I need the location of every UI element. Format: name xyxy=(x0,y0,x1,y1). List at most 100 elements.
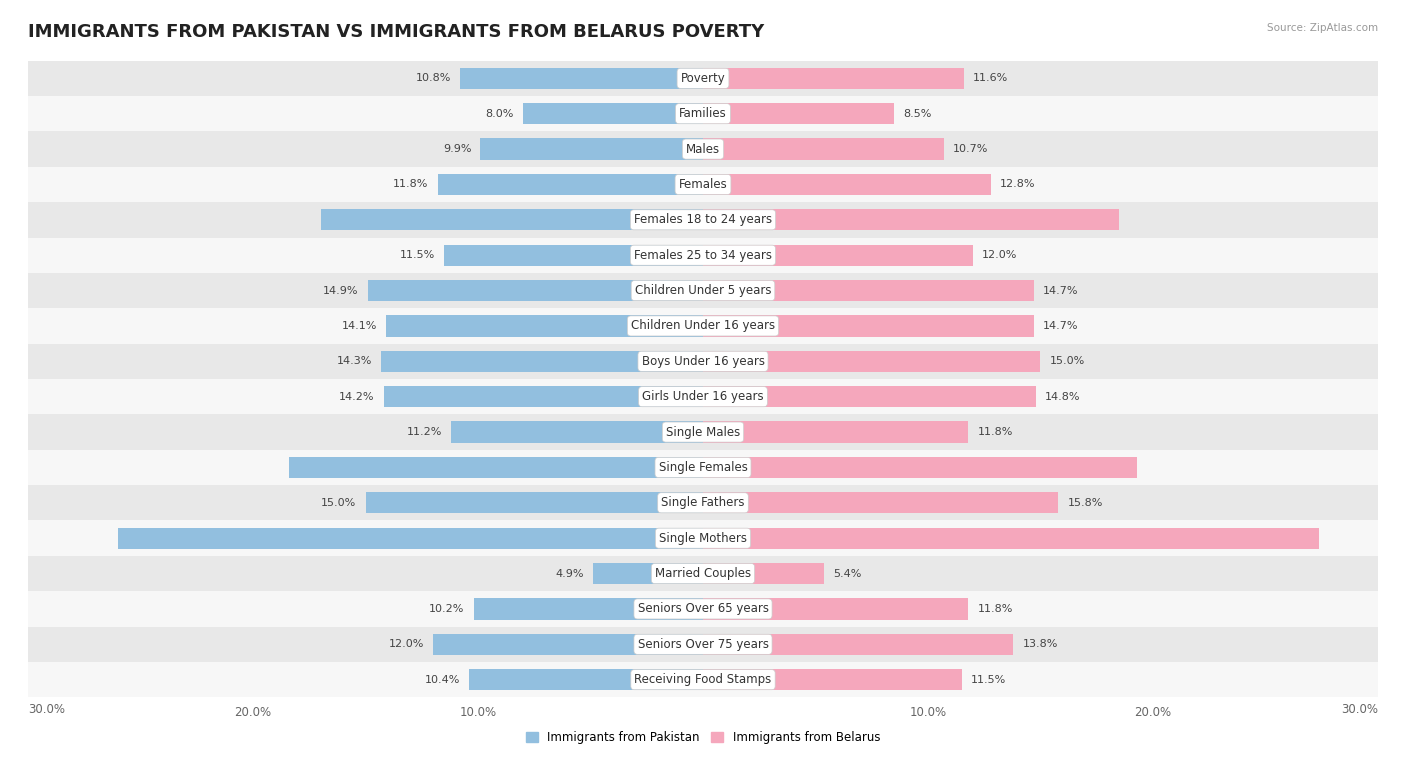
Bar xyxy=(703,245,973,266)
Bar xyxy=(28,273,1378,309)
Text: 13.8%: 13.8% xyxy=(1022,639,1057,650)
Text: 11.8%: 11.8% xyxy=(394,180,429,190)
Bar xyxy=(28,662,1378,697)
Bar xyxy=(28,591,1378,627)
Text: 11.5%: 11.5% xyxy=(401,250,436,260)
Text: 10.7%: 10.7% xyxy=(953,144,988,154)
Bar xyxy=(28,627,1378,662)
Text: 27.4%: 27.4% xyxy=(714,533,749,543)
Text: 14.3%: 14.3% xyxy=(337,356,373,366)
Text: IMMIGRANTS FROM PAKISTAN VS IMMIGRANTS FROM BELARUS POVERTY: IMMIGRANTS FROM PAKISTAN VS IMMIGRANTS F… xyxy=(28,23,765,41)
Text: 18.4%: 18.4% xyxy=(657,462,692,472)
Bar xyxy=(28,202,1378,237)
Bar xyxy=(703,528,1319,549)
Bar xyxy=(28,449,1378,485)
Bar xyxy=(437,174,703,195)
Text: 10.2%: 10.2% xyxy=(429,604,464,614)
Bar xyxy=(28,167,1378,202)
Text: Married Couples: Married Couples xyxy=(655,567,751,580)
Text: Seniors Over 75 years: Seniors Over 75 years xyxy=(637,637,769,651)
Text: 14.9%: 14.9% xyxy=(323,286,359,296)
Bar xyxy=(593,563,703,584)
Text: 18.5%: 18.5% xyxy=(714,215,749,225)
Text: 9.9%: 9.9% xyxy=(443,144,471,154)
Bar xyxy=(703,209,1119,230)
Text: 10.4%: 10.4% xyxy=(425,675,460,684)
Bar xyxy=(381,351,703,372)
Text: Poverty: Poverty xyxy=(681,72,725,85)
Text: 30.0%: 30.0% xyxy=(28,703,65,716)
Text: 15.8%: 15.8% xyxy=(1067,498,1102,508)
Bar xyxy=(474,598,703,619)
Bar xyxy=(703,103,894,124)
Bar xyxy=(460,67,703,89)
Bar xyxy=(703,421,969,443)
Text: 17.0%: 17.0% xyxy=(657,215,692,225)
Text: 15.0%: 15.0% xyxy=(322,498,357,508)
Text: Children Under 5 years: Children Under 5 years xyxy=(634,284,772,297)
Text: 11.6%: 11.6% xyxy=(973,74,1008,83)
Text: 14.2%: 14.2% xyxy=(339,392,374,402)
Text: Seniors Over 65 years: Seniors Over 65 years xyxy=(637,603,769,615)
Text: 5.4%: 5.4% xyxy=(834,568,862,578)
Bar xyxy=(28,485,1378,521)
Text: 11.8%: 11.8% xyxy=(977,604,1012,614)
Bar xyxy=(28,237,1378,273)
Bar xyxy=(28,61,1378,96)
Text: 14.7%: 14.7% xyxy=(1043,286,1078,296)
Bar xyxy=(28,379,1378,415)
Text: Children Under 16 years: Children Under 16 years xyxy=(631,319,775,333)
Bar xyxy=(703,669,962,691)
Text: Females 25 to 34 years: Females 25 to 34 years xyxy=(634,249,772,262)
Text: Girls Under 16 years: Girls Under 16 years xyxy=(643,390,763,403)
Bar xyxy=(28,343,1378,379)
Bar xyxy=(470,669,703,691)
Bar xyxy=(451,421,703,443)
Bar xyxy=(481,139,703,160)
Text: 12.8%: 12.8% xyxy=(1000,180,1035,190)
Text: 12.0%: 12.0% xyxy=(388,639,425,650)
Bar xyxy=(444,245,703,266)
Bar xyxy=(703,315,1033,337)
Text: 10.8%: 10.8% xyxy=(416,74,451,83)
Bar xyxy=(703,457,1137,478)
Bar xyxy=(368,280,703,301)
Text: 30.0%: 30.0% xyxy=(1341,703,1378,716)
Bar xyxy=(703,492,1059,513)
Text: Single Mothers: Single Mothers xyxy=(659,531,747,545)
Text: Single Fathers: Single Fathers xyxy=(661,496,745,509)
Legend: Immigrants from Pakistan, Immigrants from Belarus: Immigrants from Pakistan, Immigrants fro… xyxy=(522,726,884,749)
Text: 8.0%: 8.0% xyxy=(485,108,515,119)
Bar xyxy=(703,280,1033,301)
Bar xyxy=(703,563,824,584)
Bar xyxy=(290,457,703,478)
Bar xyxy=(28,521,1378,556)
Bar xyxy=(366,492,703,513)
Bar xyxy=(523,103,703,124)
Text: Families: Families xyxy=(679,107,727,121)
Text: Boys Under 16 years: Boys Under 16 years xyxy=(641,355,765,368)
Bar xyxy=(385,315,703,337)
Text: 26.0%: 26.0% xyxy=(657,533,692,543)
Text: 8.5%: 8.5% xyxy=(903,108,932,119)
Text: Females: Females xyxy=(679,178,727,191)
Bar xyxy=(703,67,965,89)
Bar xyxy=(703,598,969,619)
Text: 14.1%: 14.1% xyxy=(342,321,377,331)
Text: 14.8%: 14.8% xyxy=(1045,392,1080,402)
Text: 19.3%: 19.3% xyxy=(714,462,749,472)
Bar xyxy=(28,131,1378,167)
Bar xyxy=(28,415,1378,449)
Text: 15.0%: 15.0% xyxy=(1049,356,1084,366)
Bar xyxy=(433,634,703,655)
Text: Single Males: Single Males xyxy=(666,425,740,439)
Text: Single Females: Single Females xyxy=(658,461,748,474)
Bar xyxy=(703,634,1014,655)
Bar xyxy=(703,386,1036,407)
Bar xyxy=(28,96,1378,131)
Text: 11.2%: 11.2% xyxy=(406,427,441,437)
Text: Source: ZipAtlas.com: Source: ZipAtlas.com xyxy=(1267,23,1378,33)
Text: Receiving Food Stamps: Receiving Food Stamps xyxy=(634,673,772,686)
Text: 11.5%: 11.5% xyxy=(970,675,1005,684)
Bar xyxy=(703,351,1040,372)
